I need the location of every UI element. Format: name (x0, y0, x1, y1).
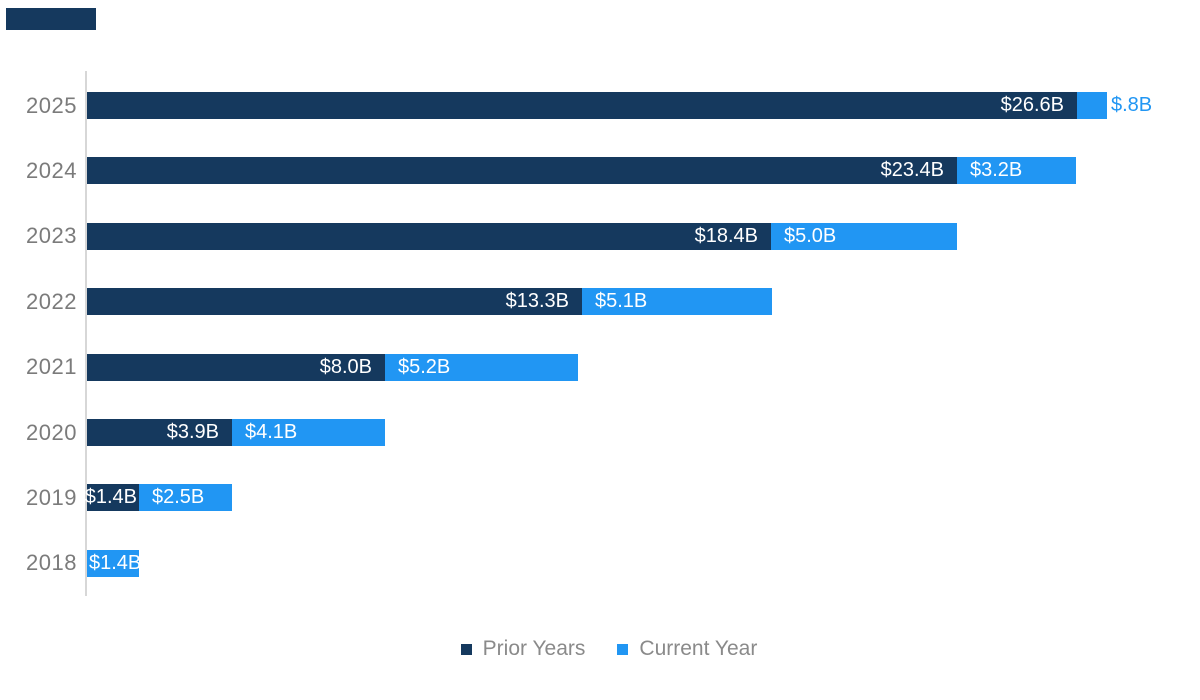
year-label: 2025 (26, 92, 77, 118)
prior-value-label: $3.9B (166, 421, 219, 443)
prior-years-segment: $3.9B (87, 419, 232, 446)
prior-value-label: $1.4B (84, 486, 137, 509)
prior-value-label: $13.3B (505, 290, 569, 313)
year-label: 2021 (26, 354, 77, 380)
prior-years-segment: $8.0B (87, 353, 385, 381)
current-value-label: $5.2B (398, 355, 451, 378)
bar-row: 2019 $1.4B $2.5B (0, 484, 1200, 512)
y-axis-line (85, 71, 87, 596)
bar-row: 2023 $18.4B $5.0B (0, 222, 1200, 250)
legend: Prior Years Current Year (9, 637, 1200, 661)
prior-years-segment: $26.6B (87, 92, 1077, 119)
current-year-segment: $3.2B (957, 157, 1076, 185)
bar-group: $1.4B (87, 549, 142, 577)
legend-item-current-year: Current Year (617, 637, 757, 661)
current-year-segment: $5.0B (771, 222, 957, 250)
year-label: 2018 (26, 550, 77, 576)
prior-years-segment: $13.3B (87, 288, 582, 316)
current-value-label: $5.0B (784, 224, 837, 247)
current-value-label: $1.4B (89, 551, 142, 574)
bar-row: 2022 $13.3B $5.1B (0, 288, 1200, 316)
current-year-segment: $4.1B (232, 419, 385, 446)
prior-years-segment: $23.4B (87, 157, 957, 185)
current-year-swatch-icon (617, 643, 629, 655)
current-value-label: $4.1B (245, 421, 298, 443)
bar-group: $13.3B $5.1B (87, 288, 772, 316)
bar-row: 2025 $26.6B $.8B (0, 92, 1200, 119)
year-label: 2020 (26, 419, 77, 445)
prior-value-label: $23.4B (880, 159, 944, 182)
prior-years-segment: $18.4B (87, 222, 771, 250)
bar-group: $8.0B $5.2B (87, 353, 578, 381)
year-label: 2022 (26, 288, 77, 314)
bar-group: $18.4B $5.0B (87, 222, 957, 250)
bar-group: $26.6B $.8B (87, 92, 1152, 119)
bar-group: $23.4B $3.2B (87, 157, 1076, 185)
current-year-segment (1077, 92, 1107, 119)
bar-group: $1.4B $2.5B (84, 484, 232, 512)
prior-value-label: $8.0B (319, 355, 372, 378)
current-year-segment: $1.4B (87, 549, 142, 577)
current-value-label: $3.2B (970, 159, 1023, 182)
current-year-segment: $2.5B (139, 484, 232, 512)
bar-row: 2020 $3.9B $4.1B (0, 419, 1200, 446)
year-label: 2023 (26, 223, 77, 249)
bar-row: 2018 $1.4B (0, 549, 1200, 577)
current-value-label: $5.1B (595, 290, 648, 313)
bar-group: $3.9B $4.1B (87, 419, 385, 446)
bar-row: 2021 $8.0B $5.2B (0, 353, 1200, 381)
prior-years-swatch-icon (460, 643, 472, 655)
prior-value-label: $18.4B (694, 224, 758, 247)
current-value-label-outside: $.8B (1111, 94, 1153, 116)
year-label: 2019 (26, 484, 77, 510)
legend-item-prior-years: Prior Years (460, 637, 586, 661)
current-year-segment: $5.1B (582, 288, 772, 316)
prior-years-segment: $1.4B (84, 484, 139, 512)
accent-bar (6, 8, 96, 30)
legend-label-prior-years: Prior Years (482, 637, 586, 660)
current-year-segment: $5.2B (385, 353, 578, 381)
prior-value-label: $26.6B (1000, 94, 1064, 116)
current-value-label: $2.5B (152, 486, 205, 509)
legend-label-current-year: Current Year (639, 637, 758, 660)
bar-row: 2024 $23.4B $3.2B (0, 157, 1200, 185)
year-label: 2024 (26, 157, 77, 183)
